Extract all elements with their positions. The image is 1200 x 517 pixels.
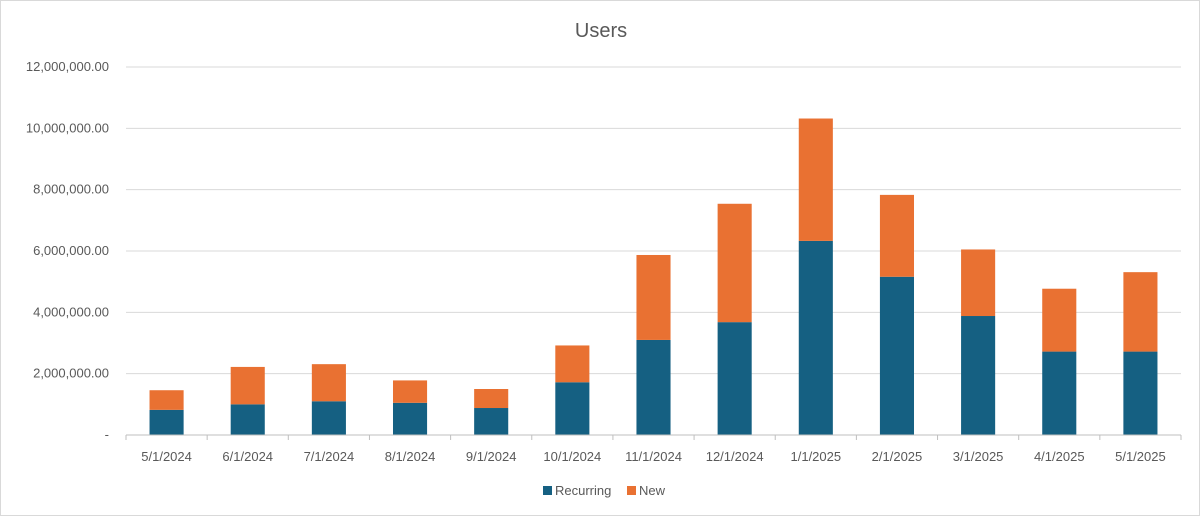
bar-recurring-11/1/2024	[636, 339, 671, 435]
bar-new-4/1/2025	[1042, 288, 1077, 352]
x-tick-label: 11/1/2024	[625, 449, 682, 464]
x-axis: 5/1/2024 6/1/2024 7/1/2024 8/1/2024 9/1/2024…	[125, 434, 1182, 464]
y-tick-label: 6,000,000.00	[33, 243, 109, 258]
bar-new-11/1/2024	[636, 254, 671, 340]
x-tick-label: 4/1/2025	[1034, 449, 1085, 464]
chart-title: Users	[575, 20, 627, 42]
bars	[149, 118, 1158, 435]
legend-swatch-recurring	[543, 486, 552, 495]
bar-new-5/1/2025	[1123, 272, 1158, 352]
bar-new-7/1/2024	[311, 364, 346, 402]
bar-new-9/1/2024	[474, 389, 509, 409]
bar-recurring-9/1/2024	[474, 408, 509, 435]
y-tick-label: 10,000,000.00	[26, 120, 109, 135]
y-tick-label: 4,000,000.00	[33, 304, 109, 319]
gridlines	[126, 66, 1181, 375]
bar-new-8/1/2024	[392, 380, 428, 403]
y-tick-label: 8,000,000.00	[33, 182, 109, 197]
y-tick-label: 12,000,000.00	[26, 59, 109, 74]
bar-recurring-5/1/2025	[1123, 351, 1158, 435]
bar-recurring-6/1/2024	[230, 404, 265, 435]
x-tick-label: 1/1/2025	[791, 449, 842, 464]
bar-new-2/1/2025	[879, 194, 915, 277]
x-tick-label: 5/1/2024	[141, 449, 192, 464]
bar-recurring-4/1/2025	[1042, 351, 1077, 435]
x-tick-label: 7/1/2024	[304, 449, 355, 464]
x-tick-label: 10/1/2024	[543, 449, 601, 464]
bar-new-12/1/2024	[717, 203, 752, 323]
legend: Recurring New	[543, 483, 666, 498]
x-tick-label: 9/1/2024	[466, 449, 517, 464]
bar-new-5/1/2024	[149, 390, 184, 410]
bar-recurring-5/1/2024	[149, 409, 184, 435]
bar-new-3/1/2025	[961, 249, 996, 317]
x-tick-label: 12/1/2024	[706, 449, 764, 464]
y-axis: - 2,000,000.00 4,000,000.00 6,000,000.00 8,0…	[26, 59, 109, 442]
bar-recurring-7/1/2024	[311, 401, 346, 435]
bar-new-10/1/2024	[555, 345, 590, 383]
y-tick-label: 2,000,000.00	[33, 366, 109, 381]
x-tick-label: 5/1/2025	[1115, 449, 1166, 464]
bar-new-1/1/2025	[798, 118, 833, 241]
legend-swatch-new	[627, 486, 636, 495]
x-tick-label: 6/1/2024	[222, 449, 273, 464]
bar-recurring-3/1/2025	[961, 316, 996, 435]
bar-recurring-12/1/2024	[717, 322, 752, 435]
legend-label-new: New	[639, 483, 666, 498]
x-tick-label: 3/1/2025	[953, 449, 1004, 464]
bar-recurring-10/1/2024	[555, 382, 590, 435]
legend-label-recurring: Recurring	[555, 483, 611, 498]
bar-recurring-1/1/2025	[798, 240, 833, 435]
x-tick-label: 2/1/2025	[872, 449, 923, 464]
bar-recurring-2/1/2025	[879, 276, 915, 435]
bar-recurring-8/1/2024	[392, 402, 428, 435]
y-tick-label: -	[105, 427, 109, 442]
x-tick-label: 8/1/2024	[385, 449, 436, 464]
bar-new-6/1/2024	[230, 366, 265, 405]
